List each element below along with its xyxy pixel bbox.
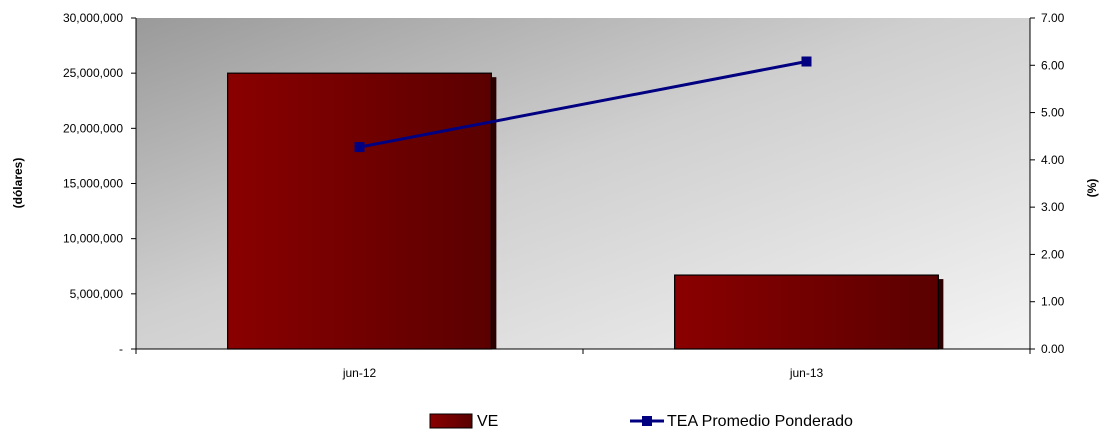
legend-label-tea: TEA Promedio Ponderado (667, 413, 853, 430)
line-point (354, 142, 365, 153)
x-tick-label: jun-13 (789, 366, 824, 380)
axes-layer: - 5,000,000 10,000,000 15,000,000 20,000,000… (63, 11, 1065, 380)
legend-label-ve: VE (477, 413, 498, 430)
legend-item-tea[interactable]: TEA Promedio Ponderado (630, 413, 853, 430)
y-axis-left-title: (dólares) (11, 158, 25, 209)
y-right-tick-label: 4.00 (1041, 153, 1065, 167)
legend-swatch-ve (429, 413, 473, 429)
y-right-tick-label: 6.00 (1041, 58, 1065, 72)
y-left-tick-label: 15,000,000 (63, 177, 123, 191)
bar (227, 72, 492, 350)
y-left-tick-label: 20,000,000 (63, 121, 123, 135)
y-left-tick-label: 5,000,000 (70, 287, 124, 301)
legend-item-ve[interactable]: VE (429, 413, 498, 430)
line-series (359, 60, 807, 149)
y-right-tick-label: 2.00 (1041, 247, 1065, 261)
line-point (801, 56, 812, 67)
bar (674, 274, 939, 350)
y-left-tick-label: 30,000,000 (63, 11, 123, 25)
y-left-tick-label: - (119, 342, 123, 356)
y-axis-right-title: (%) (1085, 179, 1099, 198)
bars-layer (227, 72, 944, 350)
y-left-tick-label: 10,000,000 (63, 232, 123, 246)
y-right-tick-label: 3.00 (1041, 200, 1065, 214)
legend-marker-tea (642, 416, 652, 426)
legend: VE TEA Promedio Ponderado (429, 413, 853, 430)
y-right-tick-label: 7.00 (1041, 11, 1065, 25)
y-right-tick-label: 5.00 (1041, 106, 1065, 120)
line-layer (354, 56, 812, 153)
x-tick-label: jun-12 (342, 366, 377, 380)
y-right-tick-label: 1.00 (1041, 295, 1065, 309)
y-right-tick-label: 0.00 (1041, 342, 1065, 356)
y-left-tick-label: 25,000,000 (63, 66, 123, 80)
